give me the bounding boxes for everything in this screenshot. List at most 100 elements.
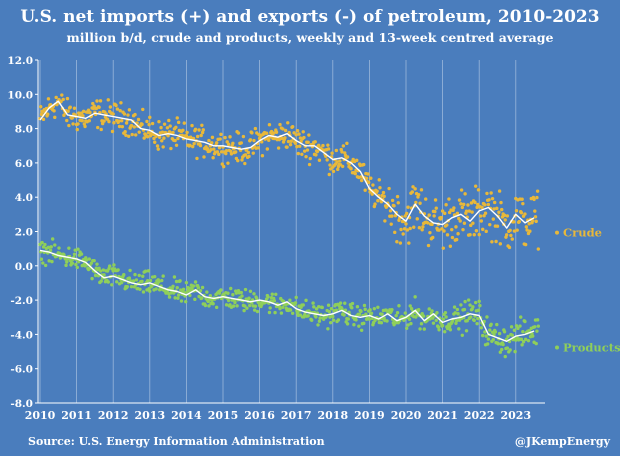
products-point <box>106 280 110 284</box>
crude-point <box>466 203 470 207</box>
crude-point <box>478 214 483 218</box>
crude-point <box>209 147 213 152</box>
products-point <box>477 299 481 304</box>
crude-point <box>383 219 387 223</box>
products-point <box>510 333 514 337</box>
products-point <box>178 279 182 283</box>
crude-point <box>301 130 305 134</box>
crude-point <box>157 135 162 139</box>
crude-point <box>281 127 285 131</box>
products-point <box>359 328 364 332</box>
products-point <box>146 269 151 273</box>
crude-point <box>393 214 398 218</box>
products-point <box>154 287 158 291</box>
products-point <box>345 322 350 326</box>
crude-point <box>476 202 480 207</box>
products-point <box>311 301 315 305</box>
crude-point <box>226 142 231 147</box>
crude-point <box>510 237 514 241</box>
products-point <box>409 321 413 326</box>
products-point <box>137 273 141 278</box>
products-point <box>50 259 54 264</box>
crude-point <box>433 198 438 202</box>
crude-point <box>412 225 416 229</box>
crude-point <box>405 211 409 216</box>
products-point <box>160 278 164 283</box>
crude-point <box>488 222 492 227</box>
chart-subtitle: million b/d, crude and products, weekly … <box>66 30 554 45</box>
crude-point <box>475 205 479 210</box>
products-point <box>359 309 363 314</box>
crude-point <box>521 201 525 206</box>
crude-point <box>108 105 113 109</box>
crude-point <box>294 133 298 137</box>
products-point <box>143 269 148 273</box>
crude-point <box>292 131 296 135</box>
crude-point <box>236 158 240 163</box>
crude-point <box>364 176 369 180</box>
crude-point <box>52 109 56 113</box>
crude-point <box>432 214 436 218</box>
crude-point <box>217 146 222 150</box>
products-point <box>452 305 457 309</box>
x-tick-label: 2017 <box>281 409 312 422</box>
crude-point <box>162 122 167 126</box>
products-point <box>521 330 525 334</box>
crude-point <box>250 131 254 135</box>
products-point <box>416 307 421 312</box>
products-point <box>364 312 368 316</box>
crude-point <box>328 163 332 167</box>
products-point <box>326 303 331 307</box>
crude-point <box>325 158 329 162</box>
crude-point <box>248 138 253 142</box>
products-point <box>431 321 436 325</box>
crude-point <box>95 99 99 103</box>
x-tick-label: 2014 <box>171 409 202 422</box>
crude-point <box>137 130 141 134</box>
crude-point <box>508 228 512 233</box>
products-point <box>304 298 308 303</box>
crude-point <box>120 124 125 129</box>
products-point <box>422 327 426 331</box>
crude-point <box>218 137 222 141</box>
crude-point <box>387 186 391 191</box>
products-point <box>141 274 145 278</box>
products-point <box>533 325 537 329</box>
crude-point <box>134 133 138 137</box>
products-point <box>97 266 101 271</box>
products-point <box>211 302 215 306</box>
products-point <box>418 327 422 331</box>
series-lines <box>39 100 535 342</box>
crude-point <box>225 140 229 144</box>
crude-point <box>146 131 151 135</box>
crude-point <box>330 151 334 155</box>
products-point <box>503 354 507 359</box>
products-point <box>229 286 233 291</box>
x-tick-label: 2021 <box>427 409 458 422</box>
products-point <box>243 304 247 308</box>
crude-point <box>61 97 65 102</box>
crude-point <box>145 119 149 124</box>
crude-point <box>487 198 491 202</box>
products-point <box>253 304 258 308</box>
crude-point <box>334 148 339 153</box>
crude-point <box>106 98 110 102</box>
crude-point <box>482 213 486 218</box>
products-point <box>493 330 498 334</box>
crude-point <box>286 139 291 144</box>
crude-point <box>524 225 529 229</box>
products-point <box>346 317 350 321</box>
y-tick-label: 8.0 <box>15 124 33 136</box>
crude-point <box>297 132 301 136</box>
crude-point <box>480 205 484 210</box>
crude-point <box>181 128 185 132</box>
products-point <box>116 268 120 272</box>
y-tick-label: 6.0 <box>15 158 33 170</box>
crude-point <box>184 133 189 138</box>
products-point <box>331 318 336 322</box>
y-tick-label: 10.0 <box>7 89 33 101</box>
products-point <box>140 279 144 284</box>
crude-point <box>182 121 186 125</box>
crude-point <box>107 119 111 124</box>
crude-point <box>153 140 157 144</box>
